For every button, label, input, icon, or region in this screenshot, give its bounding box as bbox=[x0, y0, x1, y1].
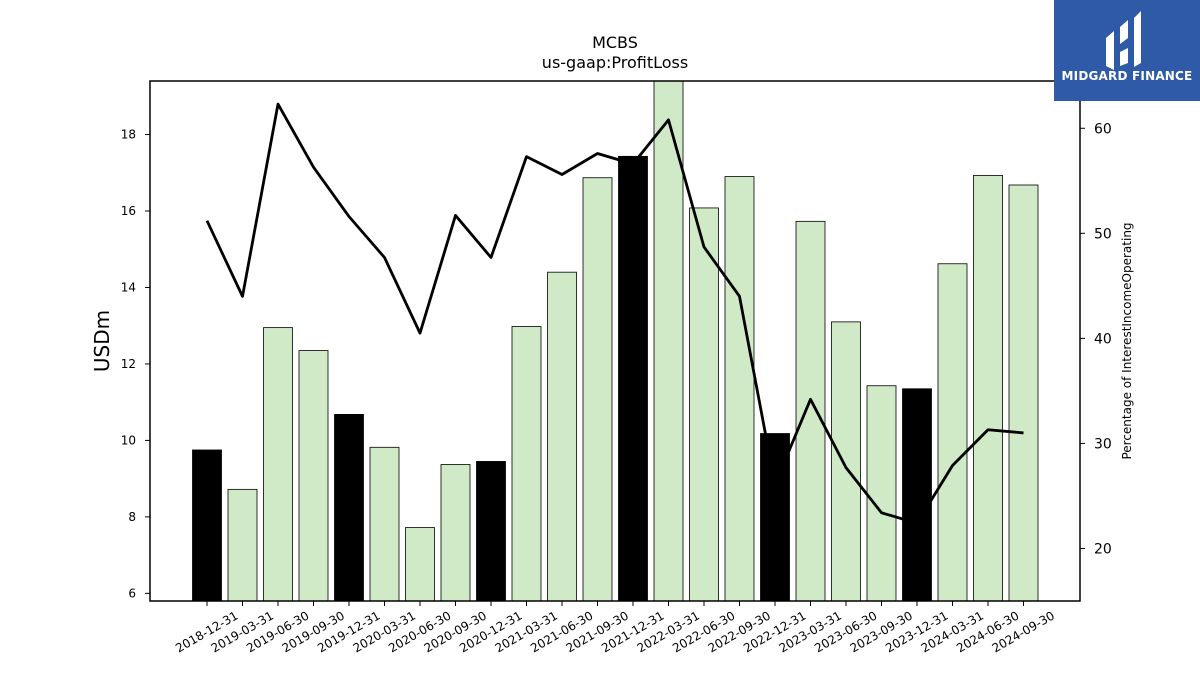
chart-title: MCBS bbox=[592, 33, 638, 52]
logo-text: MIDGARD FINANCE bbox=[1061, 69, 1193, 83]
x-axis: 2018-12-312019-03-312019-06-302019-09-30… bbox=[173, 601, 1057, 655]
bar-2024-06-30 bbox=[973, 175, 1003, 602]
bar-2021-09-30 bbox=[582, 177, 613, 602]
bar-2019-06-30 bbox=[263, 327, 293, 602]
y-axis-left: 6 8 10 12 14 16 18 bbox=[121, 128, 150, 600]
y-axis-right: 20 30 40 50 60 bbox=[1080, 121, 1112, 557]
bar-series bbox=[192, 80, 1039, 602]
logo-mark-icon bbox=[1106, 11, 1141, 70]
bar-2020-06-30 bbox=[405, 527, 435, 602]
bar-2023-06-30 bbox=[831, 321, 861, 602]
bar-2019-12-31 bbox=[334, 414, 364, 602]
y-tick-label: 12 bbox=[121, 357, 136, 371]
bar-2019-03-31 bbox=[227, 488, 258, 602]
chart-subtitle: us-gaap:ProfitLoss bbox=[542, 53, 688, 72]
bar-2024-09-30 bbox=[1008, 184, 1039, 602]
y2-tick-label: 20 bbox=[1094, 541, 1112, 557]
bar-2021-06-30 bbox=[547, 271, 577, 602]
bar-2023-09-30 bbox=[866, 385, 897, 602]
bar-2023-03-31 bbox=[795, 220, 826, 602]
bar-2020-12-31 bbox=[476, 461, 506, 602]
line-path bbox=[205, 102, 1024, 525]
bar-2021-03-31 bbox=[511, 326, 542, 602]
y-tick-label: 16 bbox=[121, 204, 136, 218]
bar-2024-03-31 bbox=[937, 263, 968, 602]
brand-logo: MIDGARD FINANCE bbox=[1054, 0, 1200, 101]
y2-tick-label: 40 bbox=[1094, 331, 1112, 347]
bar-2022-09-30 bbox=[724, 176, 755, 602]
plot-frame bbox=[149, 80, 1081, 602]
y-tick-label: 6 bbox=[128, 586, 136, 600]
y-tick-label: 8 bbox=[128, 510, 136, 524]
y2-tick-label: 50 bbox=[1094, 226, 1112, 242]
bar-2022-06-30 bbox=[689, 207, 719, 602]
bar-2021-12-31 bbox=[618, 155, 648, 602]
y2-axis-label: Percentage of InterestIncomeOperating bbox=[1120, 222, 1134, 459]
bar-2023-12-31 bbox=[902, 388, 932, 602]
bar-2018-12-31 bbox=[192, 449, 222, 602]
line-series bbox=[205, 102, 1024, 525]
y-tick-label: 10 bbox=[121, 433, 136, 447]
bar-2019-09-30 bbox=[298, 350, 329, 602]
y2-tick-label: 30 bbox=[1094, 436, 1112, 452]
bar-2020-03-31 bbox=[369, 446, 400, 602]
y-tick-label: 14 bbox=[121, 280, 136, 294]
y-axis-label: USDm bbox=[90, 310, 114, 372]
bar-2020-09-30 bbox=[440, 464, 471, 602]
y-tick-label: 18 bbox=[121, 128, 136, 142]
y2-tick-label: 60 bbox=[1094, 121, 1112, 137]
